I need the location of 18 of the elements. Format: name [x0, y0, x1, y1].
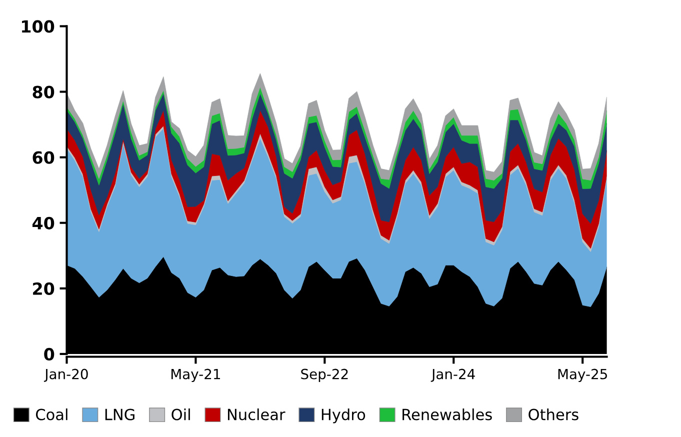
- x-tick-label: Sep-22: [301, 368, 348, 382]
- legend-label: Hydro: [322, 408, 366, 424]
- x-tick-label: May-25: [558, 368, 607, 382]
- y-tick-label: 20: [33, 282, 54, 295]
- legend-label: Renewables: [402, 408, 492, 420]
- y-tick-label: 40: [32, 216, 54, 230]
- y-tick-label: 100: [22, 20, 54, 33]
- legend-label: Coal: [36, 408, 68, 420]
- x-tick-label: Jan-20: [44, 368, 88, 382]
- y-tick-label: 60: [32, 151, 54, 164]
- x-tick-label: May-21: [171, 368, 220, 382]
- legend-label: Oil: [172, 408, 190, 420]
- y-tick-label: 80: [32, 86, 54, 98]
- legend-label: LNG: [105, 408, 134, 420]
- y-tick-label: 0: [44, 348, 54, 361]
- x-tick-label: Jan-24: [430, 368, 475, 382]
- legend-label: Others: [528, 408, 578, 420]
- legend-label: Nuclear: [228, 408, 286, 420]
